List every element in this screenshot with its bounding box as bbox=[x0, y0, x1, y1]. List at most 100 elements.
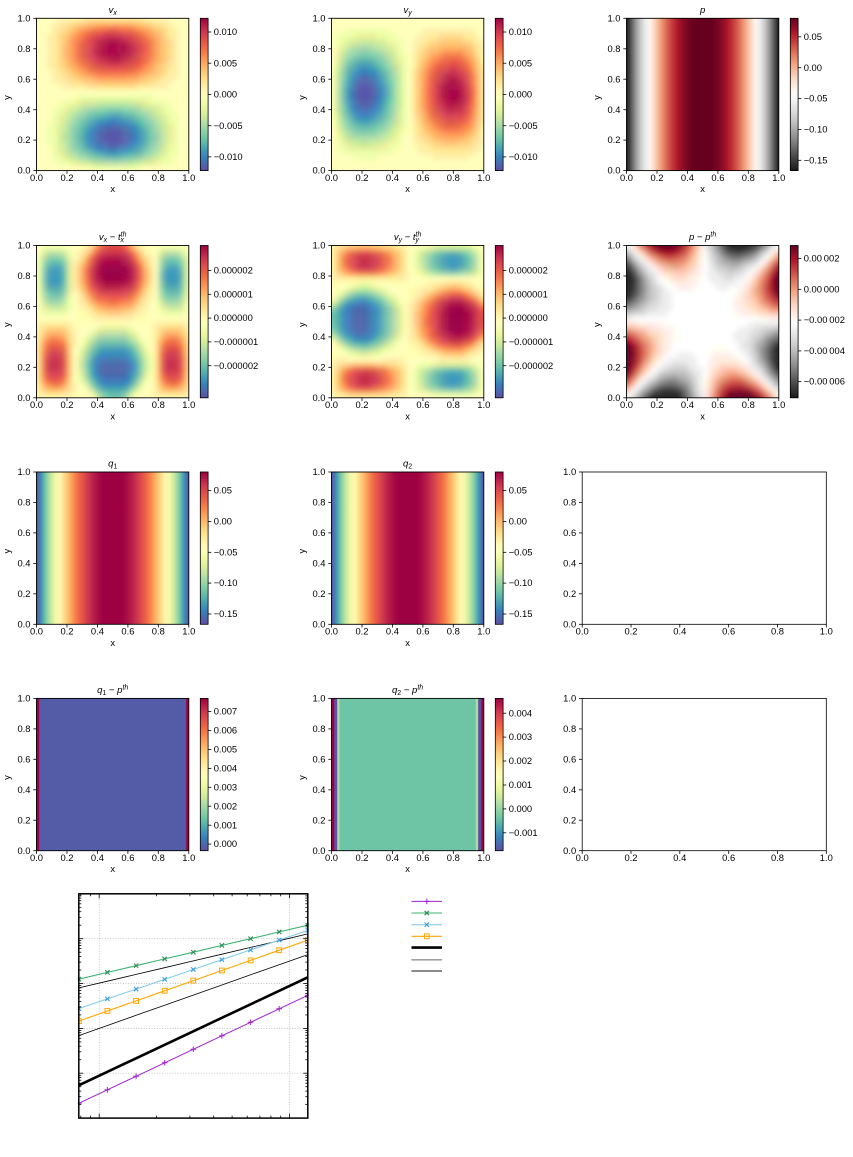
svg-text:0.4: 0.4 bbox=[386, 852, 399, 863]
svg-text:−0.000001: −0.000001 bbox=[214, 336, 259, 347]
svg-text:1.0: 1.0 bbox=[182, 399, 195, 410]
svg-text:0.00: 0.00 bbox=[509, 516, 527, 527]
svg-text:0.00 002: 0.00 002 bbox=[804, 253, 840, 264]
svg-text:0.8: 0.8 bbox=[607, 270, 620, 281]
svg-text:x: x bbox=[405, 183, 410, 194]
svg-text:0.010: 0.010 bbox=[214, 26, 237, 37]
svg-text:0.00 000: 0.00 000 bbox=[804, 283, 840, 294]
svg-text:0.2: 0.2 bbox=[60, 399, 73, 410]
svg-text:0.2: 0.2 bbox=[355, 852, 368, 863]
svg-text:0.2: 0.2 bbox=[312, 814, 325, 825]
svg-text:0.2: 0.2 bbox=[624, 626, 637, 637]
svg-text:x: x bbox=[110, 183, 115, 194]
svg-text:0.000000: 0.000000 bbox=[509, 312, 548, 323]
svg-text:0.0: 0.0 bbox=[17, 165, 30, 176]
svg-text:q2: q2 bbox=[403, 459, 412, 471]
svg-text:0.8: 0.8 bbox=[563, 497, 576, 508]
svg-text:0.000: 0.000 bbox=[509, 803, 532, 814]
svg-text:1.0: 1.0 bbox=[17, 12, 30, 23]
svg-text:0.2: 0.2 bbox=[563, 814, 576, 825]
svg-text:0.6: 0.6 bbox=[722, 626, 735, 637]
svg-text:0.007: 0.007 bbox=[214, 706, 237, 717]
svg-text:0.0: 0.0 bbox=[17, 392, 30, 403]
svg-text:x: x bbox=[405, 863, 410, 874]
svg-text:x: x bbox=[110, 637, 115, 648]
svg-text:0.4: 0.4 bbox=[673, 626, 686, 637]
svg-text:0.00: 0.00 bbox=[214, 516, 232, 527]
svg-text:0.8: 0.8 bbox=[152, 626, 165, 637]
svg-text:0.2: 0.2 bbox=[60, 626, 73, 637]
svg-text:0.4: 0.4 bbox=[386, 172, 399, 183]
svg-text:0.4: 0.4 bbox=[17, 784, 30, 795]
svg-text:1.0: 1.0 bbox=[182, 172, 195, 183]
svg-text:1.0: 1.0 bbox=[312, 466, 325, 477]
svg-text:0.0: 0.0 bbox=[17, 845, 30, 856]
svg-text:0.000002: 0.000002 bbox=[214, 265, 253, 276]
svg-text:0.4: 0.4 bbox=[681, 399, 694, 410]
svg-text:0.4: 0.4 bbox=[17, 558, 30, 569]
svg-text:0.000: 0.000 bbox=[214, 89, 237, 100]
svg-text:x: x bbox=[110, 863, 115, 874]
svg-text:0.6: 0.6 bbox=[416, 172, 429, 183]
svg-text:0.4: 0.4 bbox=[312, 104, 325, 115]
svg-text:0.005: 0.005 bbox=[214, 57, 237, 68]
svg-text:0.2: 0.2 bbox=[563, 588, 576, 599]
svg-text:0.2: 0.2 bbox=[17, 588, 30, 599]
svg-text:0.4: 0.4 bbox=[312, 784, 325, 795]
svg-text:0.0: 0.0 bbox=[30, 852, 43, 863]
svg-text:−0.10: −0.10 bbox=[804, 124, 828, 135]
svg-text:0.05: 0.05 bbox=[214, 485, 232, 496]
svg-text:0.010: 0.010 bbox=[509, 26, 532, 37]
svg-text:1.0: 1.0 bbox=[563, 466, 576, 477]
svg-text:0.8: 0.8 bbox=[17, 43, 30, 54]
svg-text:0.2: 0.2 bbox=[355, 626, 368, 637]
svg-text:0.0: 0.0 bbox=[325, 852, 338, 863]
svg-text:1.0: 1.0 bbox=[182, 626, 195, 637]
svg-text:0.8: 0.8 bbox=[771, 852, 784, 863]
svg-text:0.000: 0.000 bbox=[214, 838, 237, 849]
svg-text:−0.010: −0.010 bbox=[214, 151, 243, 162]
svg-text:−0.05: −0.05 bbox=[804, 93, 828, 104]
svg-text:0.8: 0.8 bbox=[607, 43, 620, 54]
svg-text:0.000001: 0.000001 bbox=[509, 288, 548, 299]
svg-text:0.6: 0.6 bbox=[121, 172, 134, 183]
svg-text:0.8: 0.8 bbox=[152, 399, 165, 410]
svg-text:1.0: 1.0 bbox=[772, 172, 785, 183]
svg-text:0.8: 0.8 bbox=[312, 723, 325, 734]
svg-text:y: y bbox=[296, 775, 307, 780]
svg-text:0.8: 0.8 bbox=[312, 497, 325, 508]
svg-text:0.2: 0.2 bbox=[607, 361, 620, 372]
svg-text:0.6: 0.6 bbox=[312, 73, 325, 84]
svg-text:1.0: 1.0 bbox=[477, 172, 490, 183]
svg-text:0.2: 0.2 bbox=[17, 814, 30, 825]
svg-text:0.0: 0.0 bbox=[325, 399, 338, 410]
svg-text:0.2: 0.2 bbox=[607, 134, 620, 145]
svg-text:0.6: 0.6 bbox=[722, 852, 735, 863]
svg-text:0.6: 0.6 bbox=[17, 527, 30, 538]
svg-text:−0.15: −0.15 bbox=[509, 608, 533, 619]
svg-text:0.4: 0.4 bbox=[17, 331, 30, 342]
svg-text:0.005: 0.005 bbox=[214, 744, 237, 755]
svg-text:0.2: 0.2 bbox=[355, 399, 368, 410]
svg-text:1.0: 1.0 bbox=[477, 399, 490, 410]
svg-text:0.6: 0.6 bbox=[312, 527, 325, 538]
svg-text:0.0: 0.0 bbox=[325, 626, 338, 637]
svg-text:1.0: 1.0 bbox=[563, 693, 576, 704]
svg-text:0.8: 0.8 bbox=[17, 723, 30, 734]
svg-text:0.002: 0.002 bbox=[214, 800, 237, 811]
svg-text:0.8: 0.8 bbox=[17, 497, 30, 508]
svg-text:1.0: 1.0 bbox=[477, 626, 490, 637]
svg-text:0.6: 0.6 bbox=[312, 753, 325, 764]
svg-text:0.2: 0.2 bbox=[60, 172, 73, 183]
svg-text:x: x bbox=[700, 183, 705, 194]
svg-text:1.0: 1.0 bbox=[607, 240, 620, 251]
svg-text:0.6: 0.6 bbox=[607, 73, 620, 84]
svg-text:0.6: 0.6 bbox=[416, 399, 429, 410]
svg-text:0.6: 0.6 bbox=[121, 852, 134, 863]
svg-text:1.0: 1.0 bbox=[820, 852, 833, 863]
svg-text:−0.00 002: −0.00 002 bbox=[804, 314, 845, 325]
svg-text:0.0: 0.0 bbox=[17, 618, 30, 629]
svg-text:−0.005: −0.005 bbox=[214, 120, 243, 131]
svg-text:0.000002: 0.000002 bbox=[509, 265, 548, 276]
svg-text:0.8: 0.8 bbox=[447, 626, 460, 637]
